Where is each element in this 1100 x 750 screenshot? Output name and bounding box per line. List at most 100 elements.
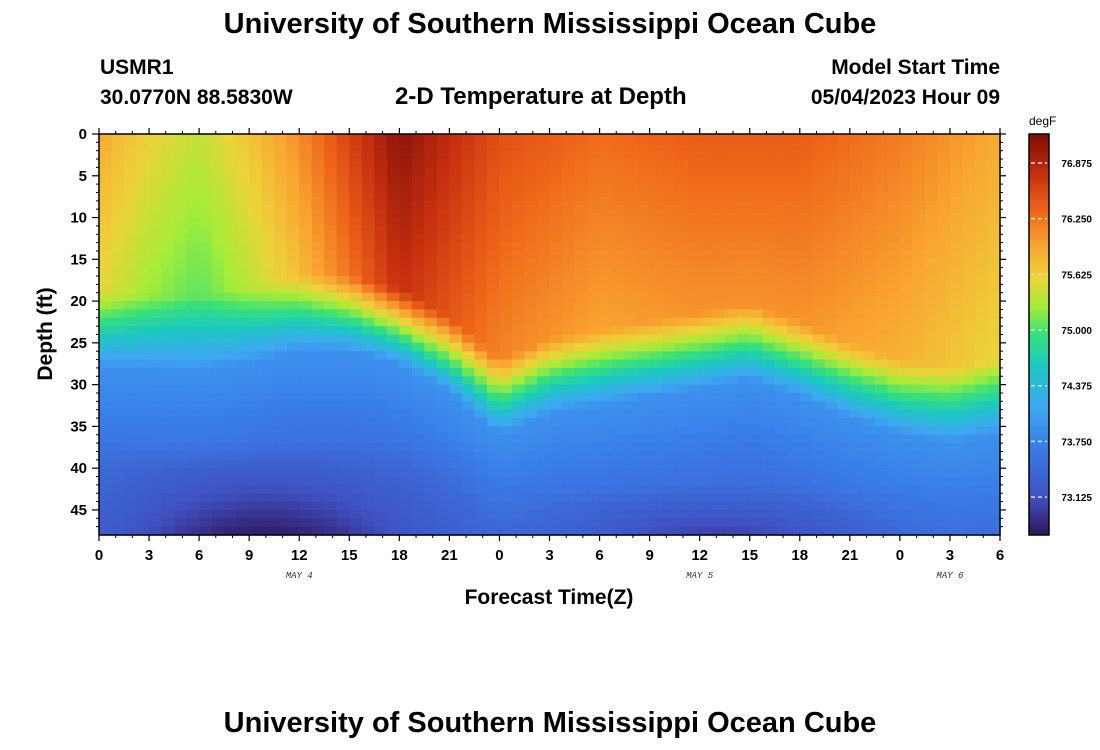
heatmap-cell bbox=[849, 459, 863, 469]
heatmap-cell bbox=[562, 267, 576, 277]
heatmap-cell bbox=[949, 267, 964, 277]
heatmap-cell bbox=[662, 426, 676, 436]
heatmap-cell bbox=[937, 493, 951, 503]
heatmap-cell bbox=[474, 259, 488, 269]
heatmap-cell bbox=[149, 225, 163, 235]
heatmap-cell bbox=[699, 317, 713, 327]
heatmap-cell bbox=[612, 292, 626, 302]
heatmap-cell bbox=[349, 150, 363, 160]
heatmap-cell bbox=[849, 359, 863, 369]
heatmap-cell bbox=[361, 426, 375, 436]
heatmap-cell bbox=[249, 184, 263, 194]
heatmap-cell bbox=[286, 184, 300, 194]
heatmap-cell bbox=[699, 509, 713, 519]
heatmap-cell bbox=[499, 418, 513, 427]
heatmap-cell bbox=[186, 401, 200, 411]
heatmap-cell bbox=[724, 175, 738, 185]
heatmap-cell bbox=[624, 334, 638, 344]
heatmap-cell bbox=[774, 317, 788, 327]
heatmap-cell bbox=[687, 334, 701, 344]
heatmap-cell bbox=[361, 267, 375, 277]
heatmap-cell bbox=[962, 351, 976, 361]
heatmap-cell bbox=[637, 484, 651, 494]
heatmap-cell bbox=[474, 175, 488, 185]
heatmap-cell bbox=[299, 509, 313, 519]
heatmap-cell bbox=[349, 409, 363, 419]
heatmap-cell bbox=[862, 401, 876, 411]
heatmap-cell bbox=[712, 142, 726, 152]
heatmap-cell bbox=[186, 276, 200, 285]
heatmap-cell bbox=[937, 184, 951, 194]
heatmap-cell bbox=[574, 225, 588, 235]
heatmap-cell bbox=[449, 384, 463, 394]
heatmap-cell bbox=[687, 284, 701, 294]
heatmap-cell bbox=[374, 242, 388, 252]
heatmap-cell bbox=[712, 376, 726, 386]
heatmap-cell bbox=[962, 526, 976, 536]
heatmap-cell bbox=[499, 376, 513, 386]
heatmap-cell bbox=[111, 225, 125, 235]
heatmap-cell bbox=[461, 317, 476, 327]
heatmap-cell bbox=[587, 342, 601, 352]
heatmap-cell bbox=[849, 493, 863, 503]
heatmap-cell bbox=[399, 200, 413, 210]
x-tick-label: 3 bbox=[545, 547, 553, 564]
heatmap-cell bbox=[111, 359, 125, 369]
heatmap-cell bbox=[349, 342, 363, 352]
heatmap-cell bbox=[424, 501, 438, 511]
heatmap-cell bbox=[399, 484, 413, 494]
heatmap-cell bbox=[674, 401, 688, 411]
heatmap-cell bbox=[461, 451, 476, 461]
heatmap-cell bbox=[399, 267, 413, 277]
heatmap-cell bbox=[762, 242, 776, 252]
heatmap-cell bbox=[349, 501, 363, 511]
heatmap-cell bbox=[511, 159, 526, 169]
heatmap-cell bbox=[712, 209, 726, 219]
heatmap-cell bbox=[174, 459, 188, 469]
heatmap-cell bbox=[899, 459, 913, 469]
heatmap-cell bbox=[699, 225, 713, 235]
heatmap-cell bbox=[562, 493, 576, 503]
heatmap-cell bbox=[436, 225, 450, 235]
heatmap-cell bbox=[737, 242, 751, 252]
heatmap-cell bbox=[286, 292, 300, 302]
heatmap-cell bbox=[862, 426, 876, 436]
heatmap-cell bbox=[874, 518, 888, 528]
heatmap-cell bbox=[486, 225, 501, 235]
heatmap-cell bbox=[699, 200, 713, 210]
heatmap-cell bbox=[349, 284, 363, 294]
heatmap-cell bbox=[199, 326, 213, 336]
heatmap-cell bbox=[236, 292, 250, 302]
heatmap-cell bbox=[787, 392, 801, 402]
heatmap-cell bbox=[386, 409, 400, 419]
heatmap-cell bbox=[824, 351, 838, 361]
heatmap-cell bbox=[874, 367, 888, 377]
heatmap-cell bbox=[536, 367, 551, 377]
heatmap-cell bbox=[99, 326, 113, 336]
heatmap-cell bbox=[824, 309, 838, 319]
heatmap-cell bbox=[386, 200, 400, 210]
heatmap-cell bbox=[737, 259, 751, 269]
heatmap-cell bbox=[887, 342, 901, 352]
heatmap-cell bbox=[887, 509, 901, 519]
heatmap-cell bbox=[286, 309, 300, 319]
heatmap-cell bbox=[499, 250, 513, 260]
heatmap-cell bbox=[449, 367, 463, 377]
heatmap-cell bbox=[536, 451, 551, 461]
heatmap-cell bbox=[899, 234, 913, 244]
heatmap-cell bbox=[461, 284, 476, 294]
heatmap-cell bbox=[499, 225, 513, 235]
heatmap-cell bbox=[924, 309, 939, 319]
heatmap-cell bbox=[974, 443, 989, 453]
heatmap-cell bbox=[411, 434, 425, 444]
heatmap-cell bbox=[624, 351, 638, 361]
heatmap-cell bbox=[737, 150, 751, 160]
heatmap-cell bbox=[874, 284, 888, 294]
heatmap-cell bbox=[849, 418, 863, 427]
heatmap-cell bbox=[161, 476, 175, 486]
heatmap-cell bbox=[386, 518, 400, 528]
heatmap-cell bbox=[411, 392, 425, 402]
heatmap-cell bbox=[699, 259, 713, 269]
heatmap-cell bbox=[899, 134, 913, 143]
heatmap-cell bbox=[299, 351, 313, 361]
